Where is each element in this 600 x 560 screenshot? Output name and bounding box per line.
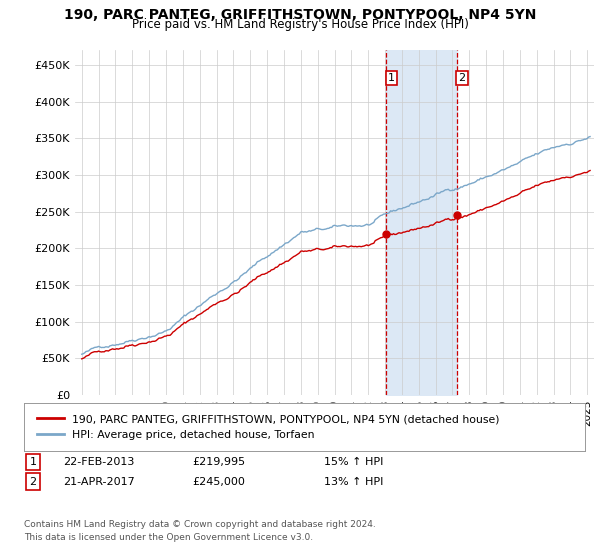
Text: £219,995: £219,995 <box>192 457 245 467</box>
Text: 2: 2 <box>458 73 466 83</box>
Text: £245,000: £245,000 <box>192 477 245 487</box>
Text: Contains HM Land Registry data © Crown copyright and database right 2024.: Contains HM Land Registry data © Crown c… <box>24 520 376 529</box>
Legend: 190, PARC PANTEG, GRIFFITHSTOWN, PONTYPOOL, NP4 5YN (detached house), HPI: Avera: 190, PARC PANTEG, GRIFFITHSTOWN, PONTYPO… <box>32 410 504 444</box>
Text: 1: 1 <box>29 457 37 467</box>
Text: Price paid vs. HM Land Registry's House Price Index (HPI): Price paid vs. HM Land Registry's House … <box>131 18 469 31</box>
Text: 2: 2 <box>29 477 37 487</box>
Text: 1: 1 <box>388 73 395 83</box>
Text: 190, PARC PANTEG, GRIFFITHSTOWN, PONTYPOOL, NP4 5YN: 190, PARC PANTEG, GRIFFITHSTOWN, PONTYPO… <box>64 8 536 22</box>
Text: 15% ↑ HPI: 15% ↑ HPI <box>324 457 383 467</box>
Text: This data is licensed under the Open Government Licence v3.0.: This data is licensed under the Open Gov… <box>24 533 313 542</box>
Text: 13% ↑ HPI: 13% ↑ HPI <box>324 477 383 487</box>
Text: 22-FEB-2013: 22-FEB-2013 <box>63 457 134 467</box>
Text: 21-APR-2017: 21-APR-2017 <box>63 477 135 487</box>
